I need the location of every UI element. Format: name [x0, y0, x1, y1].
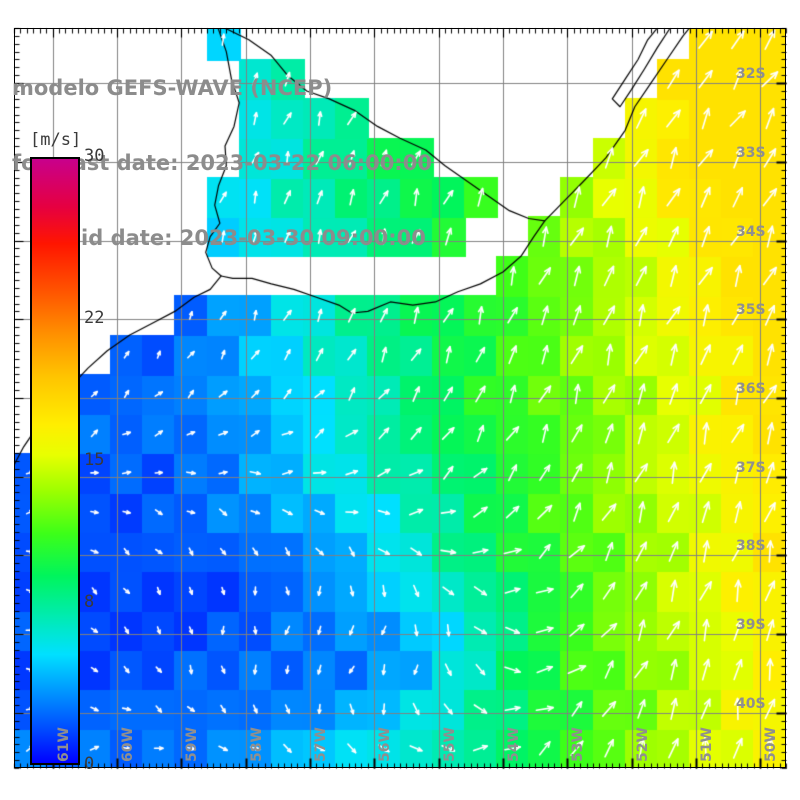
lon-label-50W: 50W: [763, 727, 780, 762]
lat-label-37S: 37S: [736, 459, 766, 476]
lon-label-59W: 59W: [184, 727, 201, 762]
lon-label-58W: 58W: [248, 727, 265, 762]
valid-date-label: valid date: 2023-03-30 09:00:00: [46, 226, 426, 250]
lat-label-35S: 35S: [736, 302, 766, 319]
lon-label-55W: 55W: [441, 727, 458, 762]
lon-label-53W: 53W: [570, 727, 587, 762]
title-block: modelo GEFS-WAVE (NCEP) forecast date: 2…: [12, 26, 572, 301]
lon-label-54W: 54W: [505, 727, 522, 762]
colorbar-tick-15: 15: [84, 450, 105, 470]
colorbar-tick-8: 8: [84, 591, 95, 612]
lon-label-60W: 60W: [119, 727, 136, 762]
model-title: modelo GEFS-WAVE (NCEP): [12, 76, 333, 100]
lat-label-34S: 34S: [736, 223, 766, 240]
colorbar-tick-0: 0: [84, 754, 95, 774]
colorbar-tick-22: 22: [84, 308, 105, 329]
colorbar-tick-30: 30: [84, 146, 105, 166]
lat-label-39S: 39S: [736, 617, 766, 634]
colorbar-gradient: [30, 157, 80, 765]
lat-label-38S: 38S: [736, 538, 766, 555]
lat-label-33S: 33S: [736, 144, 766, 161]
lon-label-61W: 61W: [55, 727, 72, 762]
lon-label-56W: 56W: [377, 727, 394, 762]
colorbar-unit-label: [m/s]: [30, 130, 82, 150]
lat-label-40S: 40S: [736, 695, 766, 712]
lon-label-57W: 57W: [312, 727, 329, 762]
lat-label-36S: 36S: [736, 381, 766, 397]
lat-label-32S: 32S: [736, 66, 766, 83]
lon-label-51W: 51W: [698, 727, 715, 762]
colorbar[interactable]: [30, 157, 80, 765]
lon-label-52W: 52W: [634, 727, 651, 762]
